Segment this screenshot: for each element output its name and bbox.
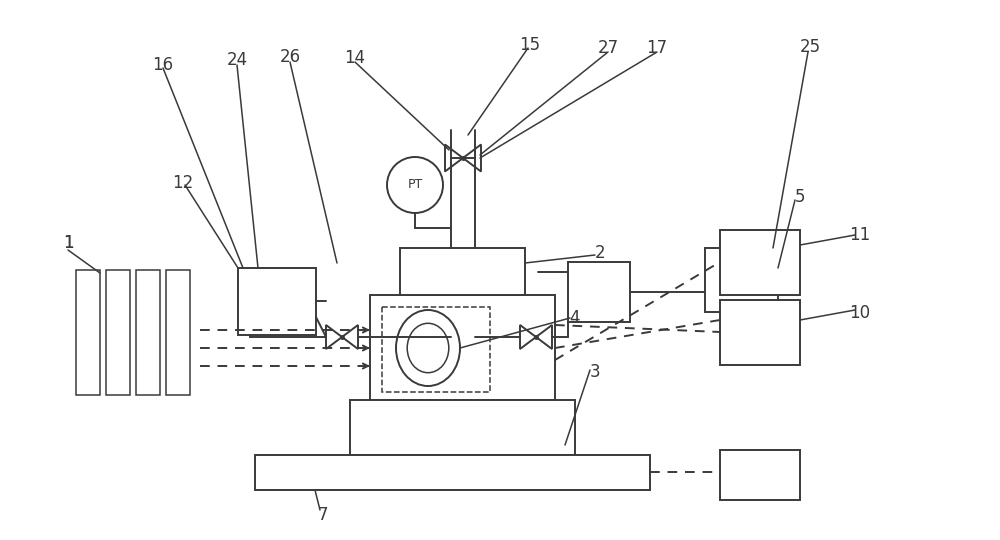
Text: 14: 14 [344,49,366,67]
Ellipse shape [396,310,460,386]
Bar [720,450,800,500]
Bar [705,248,778,312]
Bar [382,307,490,392]
Ellipse shape [407,323,449,373]
Text: 26: 26 [279,48,301,66]
Text: 12: 12 [172,174,194,192]
Bar [255,455,650,490]
Text: 2: 2 [595,244,605,262]
Text: 10: 10 [849,304,871,322]
Bar [568,262,630,322]
Text: 1: 1 [63,234,73,252]
Text: 11: 11 [849,226,871,244]
Bar [106,270,130,395]
Bar [166,270,190,395]
Text: 5: 5 [795,188,805,206]
Text: 4: 4 [570,309,580,327]
Text: 7: 7 [318,506,328,524]
Bar [238,268,316,335]
Text: 25: 25 [799,38,821,56]
Text: PT: PT [407,179,423,192]
Circle shape [387,157,443,213]
Bar [720,300,800,365]
Text: 1: 1 [63,234,73,252]
Bar [370,295,555,400]
Text: 24: 24 [226,51,248,69]
Text: 17: 17 [646,39,668,57]
Bar [76,270,100,395]
Text: 15: 15 [519,36,541,54]
Bar [400,248,525,295]
Text: 27: 27 [597,39,619,57]
Text: 3: 3 [590,363,600,381]
Text: 16: 16 [152,56,174,74]
Bar [136,270,160,395]
Bar [350,400,575,455]
Bar [720,230,800,295]
